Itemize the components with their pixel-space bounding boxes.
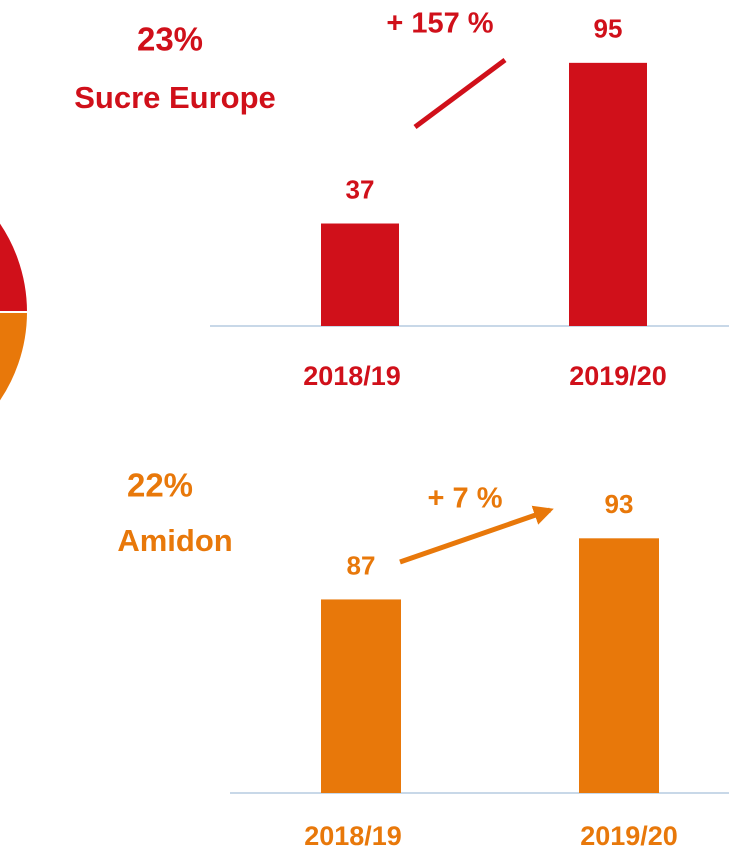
growth-annotation: + 157 % (386, 8, 493, 40)
bar (579, 538, 659, 793)
x-tick-label: 2019/20 (580, 821, 678, 851)
slice-value-label: 23% (137, 21, 203, 58)
bar-value-label: 95 (594, 14, 623, 44)
slice-value-label: 22% (127, 467, 193, 504)
bar-value-label: 87 (347, 550, 376, 580)
bar (321, 223, 399, 326)
slice-name-label: Amidon (117, 523, 232, 558)
pie-slice (0, 311, 30, 404)
bar-value-label: 37 (346, 174, 375, 204)
bar (569, 62, 647, 326)
bar-value-label: 93 (605, 489, 634, 519)
growth-annotation: + 7 % (428, 483, 503, 515)
bar (321, 599, 401, 793)
growth-arrow (399, 505, 554, 565)
x-tick-label: 2019/20 (569, 361, 667, 391)
x-tick-label: 2018/19 (303, 361, 401, 391)
x-tick-label: 2018/19 (304, 821, 402, 851)
growth-arrow (413, 57, 507, 130)
slice-name-label: Sucre Europe (74, 80, 276, 115)
pie-slice (0, 220, 30, 313)
